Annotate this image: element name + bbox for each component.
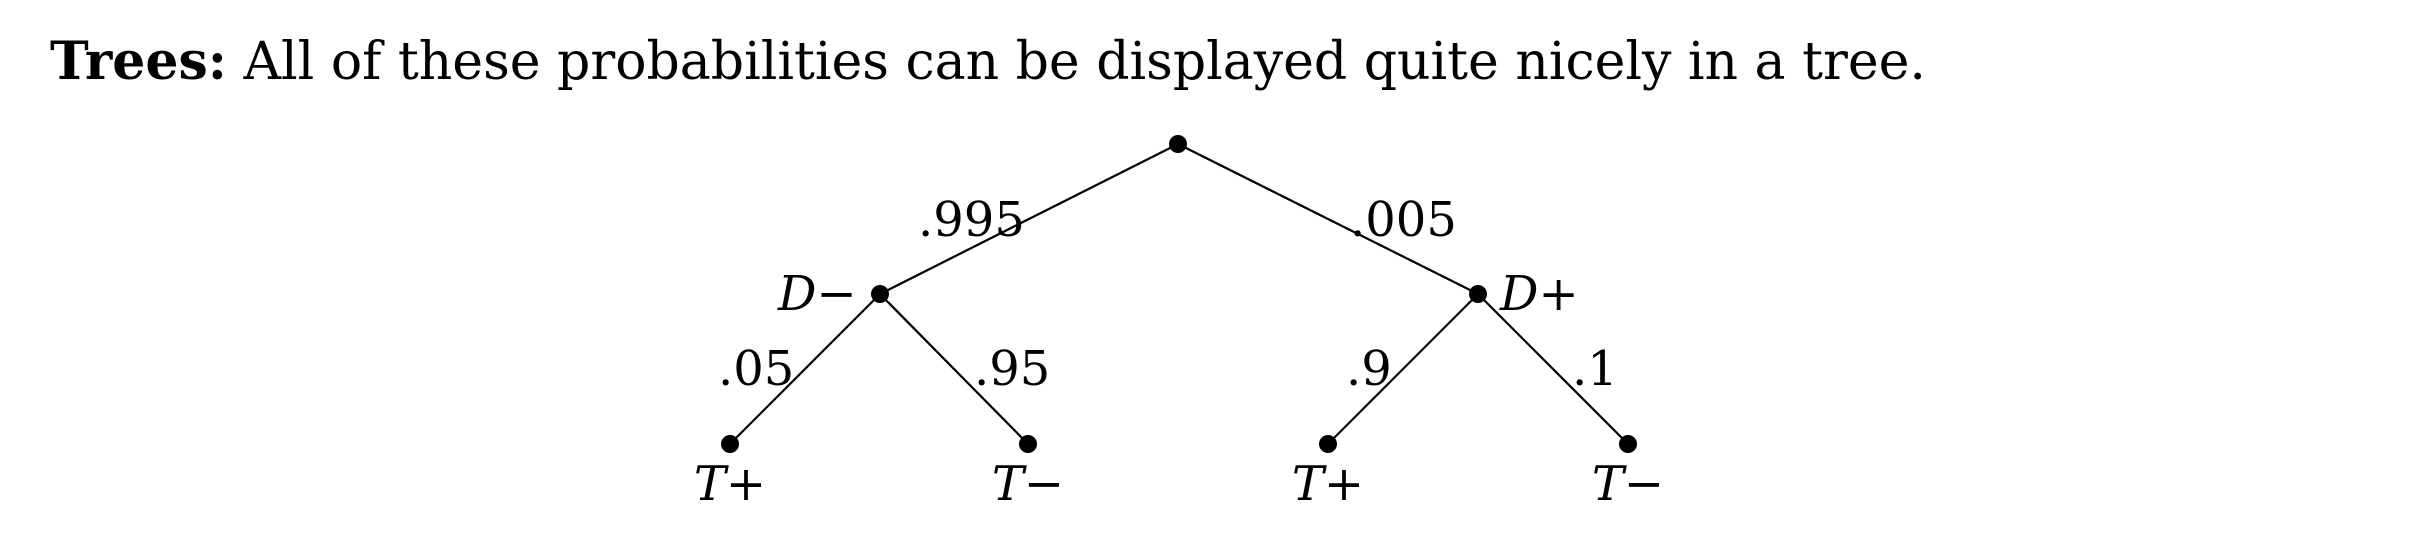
branch-root-to-d-minus	[879, 143, 1179, 295]
leaf-label-t-plus-right: T+	[1292, 456, 1364, 512]
leaf-label-t-plus-left: T+	[694, 456, 766, 512]
branch-d-plus-to-t-minus	[1477, 293, 1629, 445]
root-node	[1169, 135, 1187, 153]
prob-label-d-plus-t-plus: .9	[1346, 341, 1392, 397]
leaf-label-t-minus-left: T−	[992, 456, 1064, 512]
branch-d-plus-to-t-plus	[1327, 293, 1479, 445]
branch-root-to-d-plus	[1177, 143, 1479, 295]
leaf-label-t-minus-right: T−	[1592, 456, 1664, 512]
branch-d-minus-to-t-minus	[879, 293, 1029, 445]
branch-d-minus-to-t-plus	[729, 293, 881, 445]
d-minus-node	[871, 285, 889, 303]
node-label-d-minus: D−	[777, 266, 857, 322]
t-minus-leaf-left	[1019, 435, 1037, 453]
d-plus-node	[1469, 285, 1487, 303]
t-plus-leaf-right	[1319, 435, 1337, 453]
intro-lead: Trees:	[50, 31, 227, 92]
intro-text: All of these probabilities can be displa…	[243, 32, 1926, 92]
t-minus-leaf-right	[1619, 435, 1637, 453]
t-plus-leaf-left	[721, 435, 739, 453]
prob-label-d-plus-t-minus: .1	[1572, 341, 1618, 397]
prob-label-d-minus-t-plus: .05	[718, 341, 794, 397]
intro-sentence: Trees: All of these probabilities can be…	[50, 22, 1926, 102]
prob-label-d-plus: .005	[1350, 192, 1457, 248]
prob-label-d-minus: .995	[918, 192, 1025, 248]
node-label-d-plus: D+	[1499, 266, 1579, 322]
prob-label-d-minus-t-minus: .95	[974, 341, 1050, 397]
